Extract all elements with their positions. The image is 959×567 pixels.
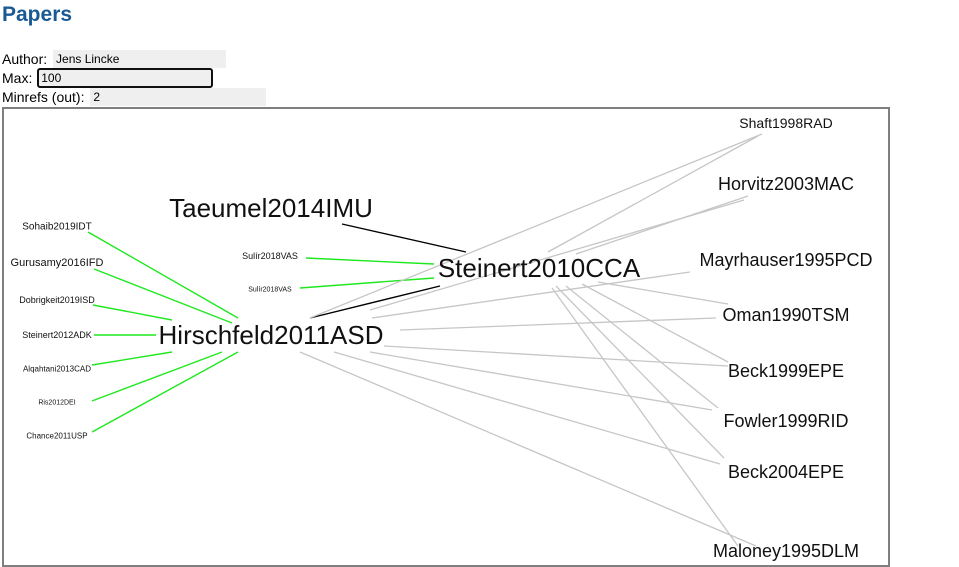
author-label: Author: [2,51,48,67]
edge-gurusamy2016ifd-to-hirschfeld2011asd [93,268,233,324]
minrefs-label: Minrefs (out): [2,89,85,105]
max-label: Max: [2,70,33,86]
node-oman1990tsm[interactable]: Oman1990TSM [722,305,849,325]
edge-sulir2018vas-b-to-steinert2010cca [299,277,435,289]
max-input[interactable] [37,68,214,88]
edge-sohaib2019idt-to-hirschfeld2011asd [87,231,239,319]
node-chance2011usp[interactable]: Chance2011USP [26,432,87,441]
node-layer: Hirschfeld2011ASD Steinert2010CCA Taeumel2… [11,115,873,561]
edge-steinert2010cca-to-maloney1995dlm [551,287,739,547]
author-row: Author: Jens Lincke [2,50,227,68]
node-shaft1998rad[interactable]: Shaft1998RAD [739,115,832,131]
node-gurusamy2016ifd[interactable]: Gurusamy2016IFD [11,257,104,269]
minrefs-row: Minrefs (out): 2 [2,88,267,106]
edge-sulir2018vas-a-to-steinert2010cca [305,257,435,265]
max-row: Max: [2,68,214,88]
edge-hirschfeld2011asd-to-maloney1995dlm [299,351,757,547]
edge-steinert2010cca-to-shaft1998rad [547,135,759,253]
edge-hirschfeld2011asd-to-beck2004epe [333,351,721,465]
edge-steinert2010cca-to-oman1990tsm [597,281,729,305]
node-dobrigkeit2019isd[interactable]: Dobrigkeit2019ISD [19,295,95,305]
node-steinert2010cca[interactable]: Steinert2010CCA [438,253,641,283]
edge-ris2012dei-to-hirschfeld2011asd [91,351,223,402]
edge-hirschfeld2011asd-to-shaft1998rad [309,133,763,319]
edge-hirschfeld2011asd-to-oman1990tsm [399,317,717,331]
edge-hirschfeld2011asd-to-steinert2010cca [309,285,441,319]
edge-steinert2010cca-to-beck2004epe [555,285,725,459]
edge-steinert2010cca-to-horvitz2003mac [575,195,749,255]
node-taeumel2014imu[interactable]: Taeumel2014IMU [169,193,373,223]
author-field[interactable]: Jens Lincke [53,50,227,68]
node-maloney1995dlm[interactable]: Maloney1995DLM [713,541,859,561]
node-sohaib2019idt[interactable]: Sohaib2019IDT [22,222,92,233]
edge-alqahtani2013cad-to-hirschfeld2011asd [91,351,173,366]
edge-steinert2010cca-to-fowler1999rid [565,285,719,409]
node-sulir2018vas-b[interactable]: Sulír2018VAS [248,287,292,294]
node-alqahtani2013cad[interactable]: Alqahtani2013CAD [23,365,91,374]
node-steinert2012adk[interactable]: Steinert2012ADK [22,330,92,340]
edge-steinert2010cca-to-beck1999epe [581,283,729,363]
node-hirschfeld2011asd[interactable]: Hirschfeld2011ASD [159,320,384,350]
node-mayrhauser1995pcd[interactable]: Mayrhauser1995PCD [699,250,872,270]
node-beck2004epe[interactable]: Beck2004EPE [728,462,844,482]
citation-graph[interactable]: Hirschfeld2011ASD Steinert2010CCA Taeumel2… [2,107,890,567]
node-fowler1999rid[interactable]: Fowler1999RID [723,411,848,431]
edge-hirschfeld2011asd-to-beck1999epe [383,345,729,367]
node-beck1999epe[interactable]: Beck1999EPE [728,361,844,381]
node-sulir2018vas-a[interactable]: Sulír2018VAS [242,251,298,261]
citation-graph-canvas[interactable]: Hirschfeld2011ASD Steinert2010CCA Taeumel2… [2,107,890,567]
edge-chance2011usp-to-hirschfeld2011asd [91,351,239,433]
edge-hirschfeld2011asd-to-fowler1999rid [369,351,713,411]
edge-hirschfeld2011asd-to-horvitz2003mac [369,199,745,311]
edge-taeumel2014imu-to-steinert2010cca [341,223,467,253]
page-title: Papers [2,3,73,26]
edge-hirschfeld2011asd-to-mayrhauser1995pcd [371,271,691,319]
minrefs-field[interactable]: 2 [90,88,267,106]
node-ris2012dei[interactable]: Ris2012DEI [38,400,75,407]
edge-layer [87,133,763,547]
edge-dobrigkeit2019isd-to-hirschfeld2011asd [92,304,173,321]
node-horvitz2003mac[interactable]: Horvitz2003MAC [718,174,854,194]
